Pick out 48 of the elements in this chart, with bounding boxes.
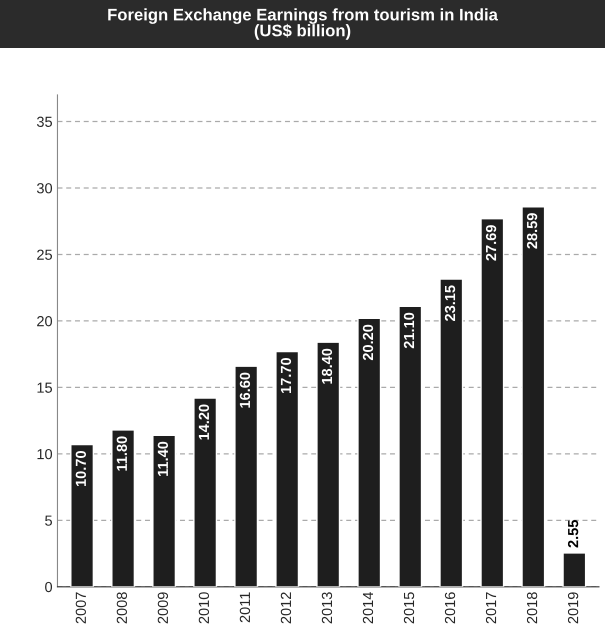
y-tick-label: 5 xyxy=(45,516,52,526)
x-tick-label: 2014 xyxy=(362,592,374,624)
data-label: 21.10 xyxy=(404,312,414,348)
data-label: 18.40 xyxy=(322,348,332,384)
y-tick-label: 15 xyxy=(38,382,52,393)
bar xyxy=(521,206,546,587)
y-tick-label: 35 xyxy=(36,116,52,127)
bar xyxy=(398,306,422,587)
chart-title: Foreign Exchange Earnings from tourism in India (US$ billion) xyxy=(108,8,498,40)
bar xyxy=(193,397,218,587)
data-label: 11.80 xyxy=(116,436,128,471)
y-tick-label: 20 xyxy=(37,316,52,326)
x-tick-label: 2015 xyxy=(404,592,414,624)
data-label: 2.55 xyxy=(568,520,578,548)
x-tick-label: 2011 xyxy=(240,592,250,622)
x-tick-label: 2007 xyxy=(76,592,86,624)
x-tick-label: 2019 xyxy=(568,592,578,624)
x-tick-label: 2010 xyxy=(198,592,210,624)
data-label: 11.40 xyxy=(158,442,168,476)
bar xyxy=(316,342,340,587)
y-tick-label: 10 xyxy=(38,448,52,460)
data-label: 20.20 xyxy=(362,324,374,360)
data-label: 17.70 xyxy=(280,358,292,393)
x-tick-label: 2013 xyxy=(322,592,332,624)
x-tick-label: 2008 xyxy=(116,592,128,624)
bar xyxy=(111,429,136,587)
x-tick-label: 2016 xyxy=(444,592,456,624)
data-label: 10.70 xyxy=(76,451,86,486)
bar xyxy=(70,444,94,587)
x-tick-label: 2017 xyxy=(486,592,496,624)
bar xyxy=(480,218,504,587)
bar xyxy=(234,365,258,587)
y-tick-label: 0 xyxy=(45,582,52,592)
bar xyxy=(357,318,382,587)
bar xyxy=(439,278,464,587)
data-label: 28.59 xyxy=(526,213,538,249)
data-label: 14.20 xyxy=(198,404,210,440)
bar xyxy=(275,350,300,587)
x-tick-label: 2009 xyxy=(158,592,168,624)
data-label: 23.15 xyxy=(444,285,456,321)
y-tick-label: 30 xyxy=(36,183,52,194)
bar xyxy=(152,434,176,587)
data-label: 27.69 xyxy=(486,225,496,261)
x-tick-label: 2012 xyxy=(280,592,292,624)
data-label: 16.60 xyxy=(240,372,250,408)
x-tick-label: 2018 xyxy=(526,592,538,624)
bar xyxy=(562,552,586,587)
y-tick-label: 25 xyxy=(37,250,52,260)
